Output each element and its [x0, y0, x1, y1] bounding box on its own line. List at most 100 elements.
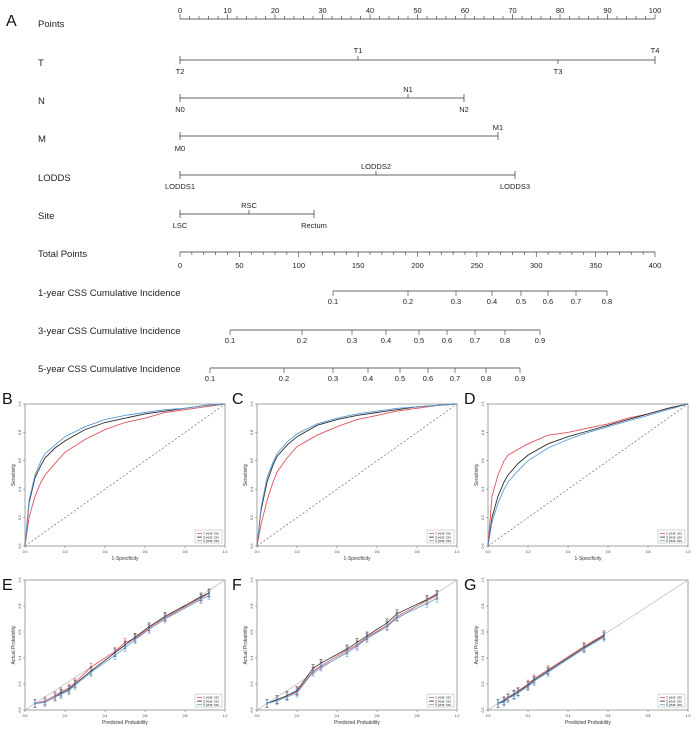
y-tick-label: 0.6: [481, 458, 485, 463]
x-tick-label: 0.6: [143, 550, 148, 554]
site-cat-rsc: RSC: [241, 201, 257, 210]
total-axis-labels: 0 50 100 150 200 250 300 350 400: [178, 261, 661, 270]
x-tick-label: 0.0: [255, 714, 260, 718]
x-tick-label: 1.0: [223, 550, 228, 554]
m-cat-m0: M0: [175, 144, 185, 153]
x-tick-label: 0.2: [295, 714, 300, 718]
data-point: [503, 701, 505, 704]
legend-entry: 1 year css: [435, 696, 451, 700]
t-cat-t3: T3: [554, 67, 563, 76]
y-tick-label: 1.0: [18, 578, 22, 583]
ci3-tick-label: 0.4: [381, 336, 391, 345]
data-point: [134, 638, 136, 641]
series-line-3: [256, 403, 458, 547]
n-cat-n1: N1: [403, 85, 413, 94]
legend-entry: 1 year css: [203, 532, 219, 536]
panel-label-d: D: [464, 391, 476, 408]
legend-entry: 5 year css: [435, 539, 451, 543]
legend-entry: 1 year css: [203, 696, 219, 700]
x-axis-title: 1-Specificity: [112, 556, 139, 562]
data-point: [296, 692, 298, 694]
y-tick-label: 0.8: [481, 430, 485, 435]
x-axis-title: Predicted Probability: [334, 720, 380, 726]
panel-label-g: G: [464, 577, 476, 594]
total-tick-label: 250: [471, 261, 484, 270]
data-point: [312, 671, 314, 674]
points-tick-label: 30: [318, 6, 326, 15]
panel-label-b: B: [2, 391, 13, 408]
ci5-tick-label: 0.9: [515, 374, 525, 383]
x-tick-label: 0.4: [103, 550, 108, 554]
plot-frame: [487, 579, 689, 711]
x-tick-label: 0.4: [566, 714, 571, 718]
x-axis-title: Predicted Probability: [102, 720, 148, 726]
t-ticks: [179, 56, 656, 64]
data-point: [276, 700, 278, 702]
y-axis-title: Sensitivity: [474, 463, 480, 486]
y-tick-label: 0.4: [18, 487, 22, 492]
data-point: [527, 685, 529, 688]
total-tick-label: 50: [235, 261, 243, 270]
lodds-ticks: [179, 171, 516, 179]
legend-entry: 1 year css: [666, 532, 682, 536]
ci3-axis-labels: 0.1 0.2 0.3 0.4 0.5 0.6 0.7 0.8 0.9: [225, 336, 545, 345]
roc-chart-c: 0.0 0.2 0.4 0.6 0.8 1.0 0.0 0.2 0.4 0.6 0.8 1.0 1-Sp…: [243, 402, 459, 562]
series-line-2: [24, 403, 226, 547]
ci1-tick-label: 0.8: [602, 297, 612, 306]
legend-entry: 5 year css: [203, 539, 219, 543]
total-tick-label: 100: [292, 261, 305, 270]
data-point: [533, 680, 535, 683]
x-tick-label: 1.0: [223, 714, 228, 718]
x-tick-label: 0.6: [375, 550, 380, 554]
calibration-chart-f: 0.0 0.2 0.4 0.6 0.8 1.0 0.0 0.2 0.4 0.6 0.8 1.0 Pred…: [243, 578, 459, 726]
ci5-tick-label: 0.8: [481, 374, 491, 383]
x-tick-label: 1.0: [686, 550, 691, 554]
y-tick-label: 0.6: [18, 630, 22, 635]
data-point: [200, 598, 202, 601]
x-tick-label: 1.0: [455, 714, 460, 718]
points-tick-label: 10: [223, 6, 231, 15]
x-tick-label: 0.4: [103, 714, 108, 718]
ci3-tick-label: 0.3: [347, 336, 357, 345]
legend-entry: 3 year css: [203, 699, 219, 703]
x-tick-label: 0.8: [183, 714, 188, 718]
x-tick-label: 0.0: [486, 550, 491, 554]
data-point: [386, 625, 388, 628]
y-tick-label: 0.8: [250, 430, 254, 435]
plot-frame: [256, 403, 458, 547]
legend-entry: 1 year css: [666, 696, 682, 700]
data-point: [356, 645, 358, 648]
ci1-tick-label: 0.5: [516, 297, 526, 306]
points-tick-label: 50: [413, 6, 421, 15]
x-tick-label: 0.6: [606, 550, 611, 554]
data-point: [583, 648, 585, 650]
x-axis-title: 1-Specificity: [344, 556, 371, 562]
ci5-axis-ticks: [209, 368, 521, 373]
total-tick-label: 300: [530, 261, 543, 270]
y-tick-label: 0.6: [250, 630, 254, 635]
nomogram-row-total-points: Total Points: [38, 249, 87, 260]
series-line-3: [266, 597, 438, 704]
y-tick-label: 0.4: [481, 487, 485, 492]
x-tick-label: 0.8: [646, 714, 651, 718]
series-line-1: [256, 403, 458, 547]
legend-entry: 5 year css: [203, 703, 219, 707]
x-tick-label: 0.8: [646, 550, 651, 554]
x-tick-label: 0.6: [375, 714, 380, 718]
x-axis-title: 1-Specificity: [575, 556, 602, 562]
y-tick-label: 0.2: [481, 682, 485, 687]
n-cat-n2: N2: [459, 105, 469, 114]
total-tick-label: 350: [589, 261, 602, 270]
legend-entry: 3 year css: [435, 699, 451, 703]
nomogram-row-n: N: [38, 96, 45, 107]
nomogram-row-t: T: [38, 58, 44, 69]
legend-entry: 3 year css: [203, 535, 219, 539]
points-tick-label: 20: [271, 6, 279, 15]
y-tick-label: 0.6: [250, 458, 254, 463]
data-point: [114, 654, 116, 657]
series-line-2: [487, 403, 689, 547]
points-tick-label: 100: [649, 6, 662, 15]
total-tick-label: 0: [178, 261, 182, 270]
data-point: [60, 693, 62, 696]
data-point: [497, 702, 499, 705]
